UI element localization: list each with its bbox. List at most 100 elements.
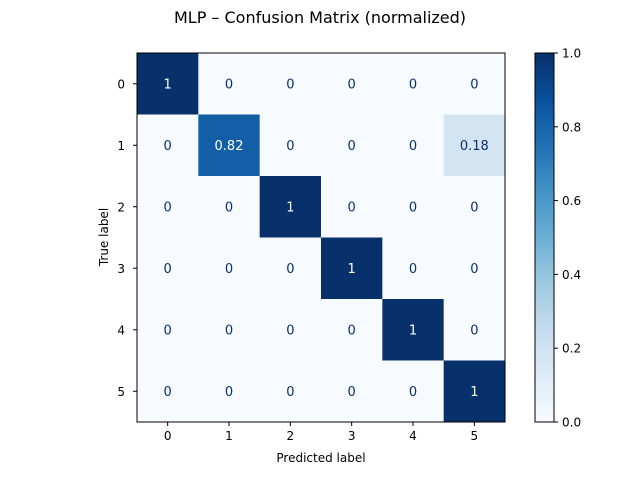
- cell-value-label: 0: [409, 139, 417, 154]
- heatmap-cell: [259, 53, 322, 115]
- x-tick-label: 4: [409, 429, 417, 443]
- cell-value-label: 0: [348, 77, 356, 92]
- y-axis-label: True label: [97, 208, 111, 267]
- cell-value-label: 0: [348, 139, 356, 154]
- colorbar-tick-label: 0.0: [562, 416, 581, 430]
- cell-value-label: 0: [225, 323, 233, 338]
- cell-value-label: 0: [225, 77, 233, 92]
- x-tick-label: 2: [287, 429, 295, 443]
- cell-value-label: 1: [470, 385, 478, 400]
- cell-value-label: 0: [225, 385, 233, 400]
- colorbar-tick-label: 0.8: [562, 120, 581, 134]
- cell-value-label: 0: [409, 77, 417, 92]
- heatmap-cells: 1 0 0 0 0 0 0 0.82 0 0 0 0.18 0 0 1 0 0 0 0 0 0 1 0 0 0 0 0 0 1 0 0 0 0 0…: [137, 53, 506, 423]
- heatmap-cell: [321, 237, 383, 300]
- heatmap-cell: [259, 360, 322, 423]
- heatmap-cell: [321, 360, 383, 423]
- heatmap-cell: [137, 114, 199, 177]
- cell-value-label: 0: [225, 200, 233, 215]
- cell-value-label: 0.18: [460, 139, 489, 154]
- cell-value-label: 0: [470, 323, 478, 338]
- heatmap-cell: [443, 237, 506, 300]
- heatmap-cell: [321, 299, 383, 361]
- heatmap-cell: [443, 299, 506, 361]
- heatmap-cell: [137, 360, 199, 423]
- cell-value-label: 0: [470, 262, 478, 277]
- heatmap-cell: [198, 237, 261, 300]
- cell-value-label: 0: [286, 77, 294, 92]
- colorbar-tick-label: 1.0: [562, 47, 581, 61]
- cell-value-label: 0: [286, 323, 294, 338]
- heatmap-cell: [443, 176, 506, 238]
- heatmap-cell: [321, 176, 383, 238]
- heatmap-cell: [198, 299, 261, 361]
- cell-value-label: 1: [286, 200, 294, 215]
- heatmap-cell: [198, 53, 261, 115]
- cell-value-label: 1: [409, 323, 417, 338]
- y-axis-ticks: 0 1 2 3 4 5: [117, 77, 137, 399]
- heatmap-cell: [137, 299, 199, 361]
- y-tick-label: 5: [117, 385, 125, 399]
- colorbar: [534, 52, 555, 423]
- colorbar-ticks: 0.0 0.2 0.4 0.6 0.8 1.0: [554, 47, 581, 430]
- plot-frame: [136, 52, 506, 423]
- x-tick-label: 5: [471, 429, 479, 443]
- heatmap-cell: [137, 53, 199, 115]
- heatmap-cell: [259, 176, 322, 238]
- heatmap-cell: [443, 114, 506, 177]
- cell-value-label: 0: [286, 385, 294, 400]
- heatmap-cell: [259, 299, 322, 361]
- x-tick-label: 0: [164, 429, 172, 443]
- y-tick-label: 3: [117, 262, 125, 276]
- cell-value-label: 0: [348, 385, 356, 400]
- heatmap-cell: [259, 237, 322, 300]
- cell-value-label: 0: [470, 200, 478, 215]
- cell-value-label: 0: [164, 262, 172, 277]
- heatmap-cell: [198, 114, 261, 177]
- chart-title: MLP – Confusion Matrix (normalized): [174, 8, 466, 27]
- heatmap-cell: [259, 114, 322, 177]
- y-tick-label: 1: [117, 139, 125, 153]
- x-tick-label: 1: [225, 429, 233, 443]
- cell-value-label: 0: [409, 200, 417, 215]
- cell-value-label: 0: [409, 385, 417, 400]
- cell-value-label: 1: [348, 262, 356, 277]
- x-axis-ticks: 0 1 2 3 4 5: [164, 422, 478, 443]
- x-axis-label: Predicted label: [276, 451, 365, 465]
- heatmap-cell: [382, 114, 445, 177]
- cell-value-label: 0: [164, 323, 172, 338]
- cell-value-label: 0: [409, 262, 417, 277]
- cell-value-label: 0: [164, 139, 172, 154]
- heatmap-cell: [321, 114, 383, 177]
- heatmap-cell: [443, 53, 506, 115]
- y-tick-label: 2: [117, 200, 125, 214]
- y-tick-label: 0: [117, 77, 125, 91]
- cell-value-label: 0: [164, 385, 172, 400]
- x-tick-label: 3: [348, 429, 356, 443]
- cell-value-label: 0: [225, 262, 233, 277]
- colorbar-tick-label: 0.6: [562, 194, 581, 208]
- cell-value-label: 0: [164, 200, 172, 215]
- cell-value-label: 0: [286, 139, 294, 154]
- heatmap-cell: [198, 360, 261, 423]
- cell-value-label: 0: [470, 77, 478, 92]
- cell-value-label: 1: [164, 77, 172, 92]
- heatmap-cell: [382, 237, 445, 300]
- heatmap-cell: [382, 299, 445, 361]
- colorbar-tick-label: 0.4: [562, 268, 581, 282]
- cell-value-label: 0: [348, 323, 356, 338]
- heatmap-cell: [382, 360, 445, 423]
- colorbar-tick-label: 0.2: [562, 342, 581, 356]
- heatmap-cell: [137, 237, 199, 300]
- heatmap-cell: [443, 360, 506, 423]
- heatmap-cell: [321, 53, 383, 115]
- cell-value-label: 0.82: [215, 139, 244, 154]
- y-tick-label: 4: [117, 323, 125, 337]
- heatmap-cell: [382, 53, 445, 115]
- cell-value-label: 0: [286, 262, 294, 277]
- heatmap-cell: [137, 176, 199, 238]
- heatmap-cell: [382, 176, 445, 238]
- heatmap-cell: [198, 176, 261, 238]
